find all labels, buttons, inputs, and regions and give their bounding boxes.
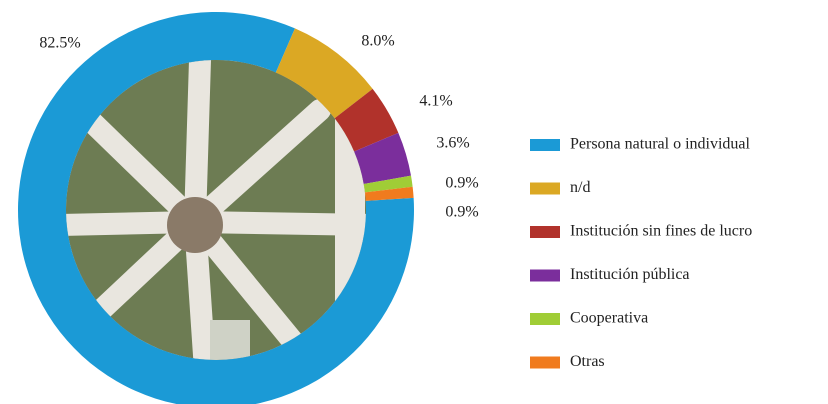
data-label: 3.6% (436, 135, 469, 152)
donut-segment (275, 28, 373, 119)
legend-swatch (530, 356, 560, 369)
donut-segment (363, 175, 413, 193)
data-label: 8.0% (361, 33, 394, 50)
legend-label: Otras (570, 353, 605, 370)
legend-swatch (530, 182, 560, 195)
legend-label: Persona natural o individual (570, 136, 751, 153)
legend-swatch (530, 226, 560, 238)
data-label: 0.9% (445, 175, 478, 192)
legend-label: Institución pública (570, 266, 690, 283)
legend-label: n/d (570, 179, 590, 196)
legend-label: Cooperativa (570, 310, 648, 327)
legend-swatch (530, 139, 560, 151)
data-label: 82.5% (39, 35, 80, 52)
chart-layer: 82.5% 8.0% 4.1% 3.6% 0.9% 0.9% Persona natural… (18, 12, 752, 404)
legend-swatch (530, 313, 560, 325)
donut-segment (364, 186, 414, 201)
center-photo (66, 60, 366, 360)
legend-swatch (530, 269, 560, 282)
donut-segment (354, 132, 412, 185)
donut-segment (334, 88, 399, 152)
legend-label: Institución sin fines de lucro (570, 223, 752, 240)
data-label: 0.9% (445, 204, 478, 221)
data-label: 4.1% (419, 93, 452, 110)
